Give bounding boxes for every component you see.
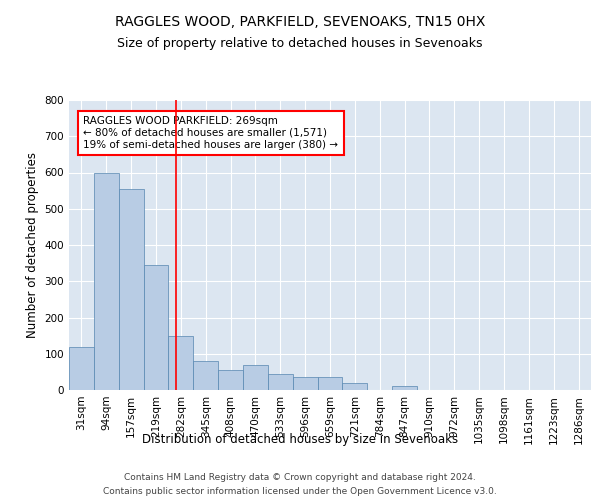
Text: RAGGLES WOOD, PARKFIELD, SEVENOAKS, TN15 0HX: RAGGLES WOOD, PARKFIELD, SEVENOAKS, TN15…	[115, 15, 485, 29]
Text: RAGGLES WOOD PARKFIELD: 269sqm
← 80% of detached houses are smaller (1,571)
19% : RAGGLES WOOD PARKFIELD: 269sqm ← 80% of …	[83, 116, 338, 150]
Bar	[143, 265, 169, 390]
Bar	[169, 336, 193, 390]
Bar	[268, 374, 293, 390]
Bar	[218, 370, 243, 390]
Text: Distribution of detached houses by size in Sevenoaks: Distribution of detached houses by size …	[142, 432, 458, 446]
Bar	[69, 346, 94, 390]
Bar	[243, 364, 268, 390]
Y-axis label: Number of detached properties: Number of detached properties	[26, 152, 39, 338]
Text: Size of property relative to detached houses in Sevenoaks: Size of property relative to detached ho…	[117, 38, 483, 51]
Bar	[317, 378, 343, 390]
Bar	[293, 378, 317, 390]
Bar	[343, 383, 367, 390]
Bar	[193, 361, 218, 390]
Text: Contains HM Land Registry data © Crown copyright and database right 2024.: Contains HM Land Registry data © Crown c…	[124, 472, 476, 482]
Bar	[392, 386, 417, 390]
Text: Contains public sector information licensed under the Open Government Licence v3: Contains public sector information licen…	[103, 488, 497, 496]
Bar	[94, 172, 119, 390]
Bar	[119, 189, 143, 390]
